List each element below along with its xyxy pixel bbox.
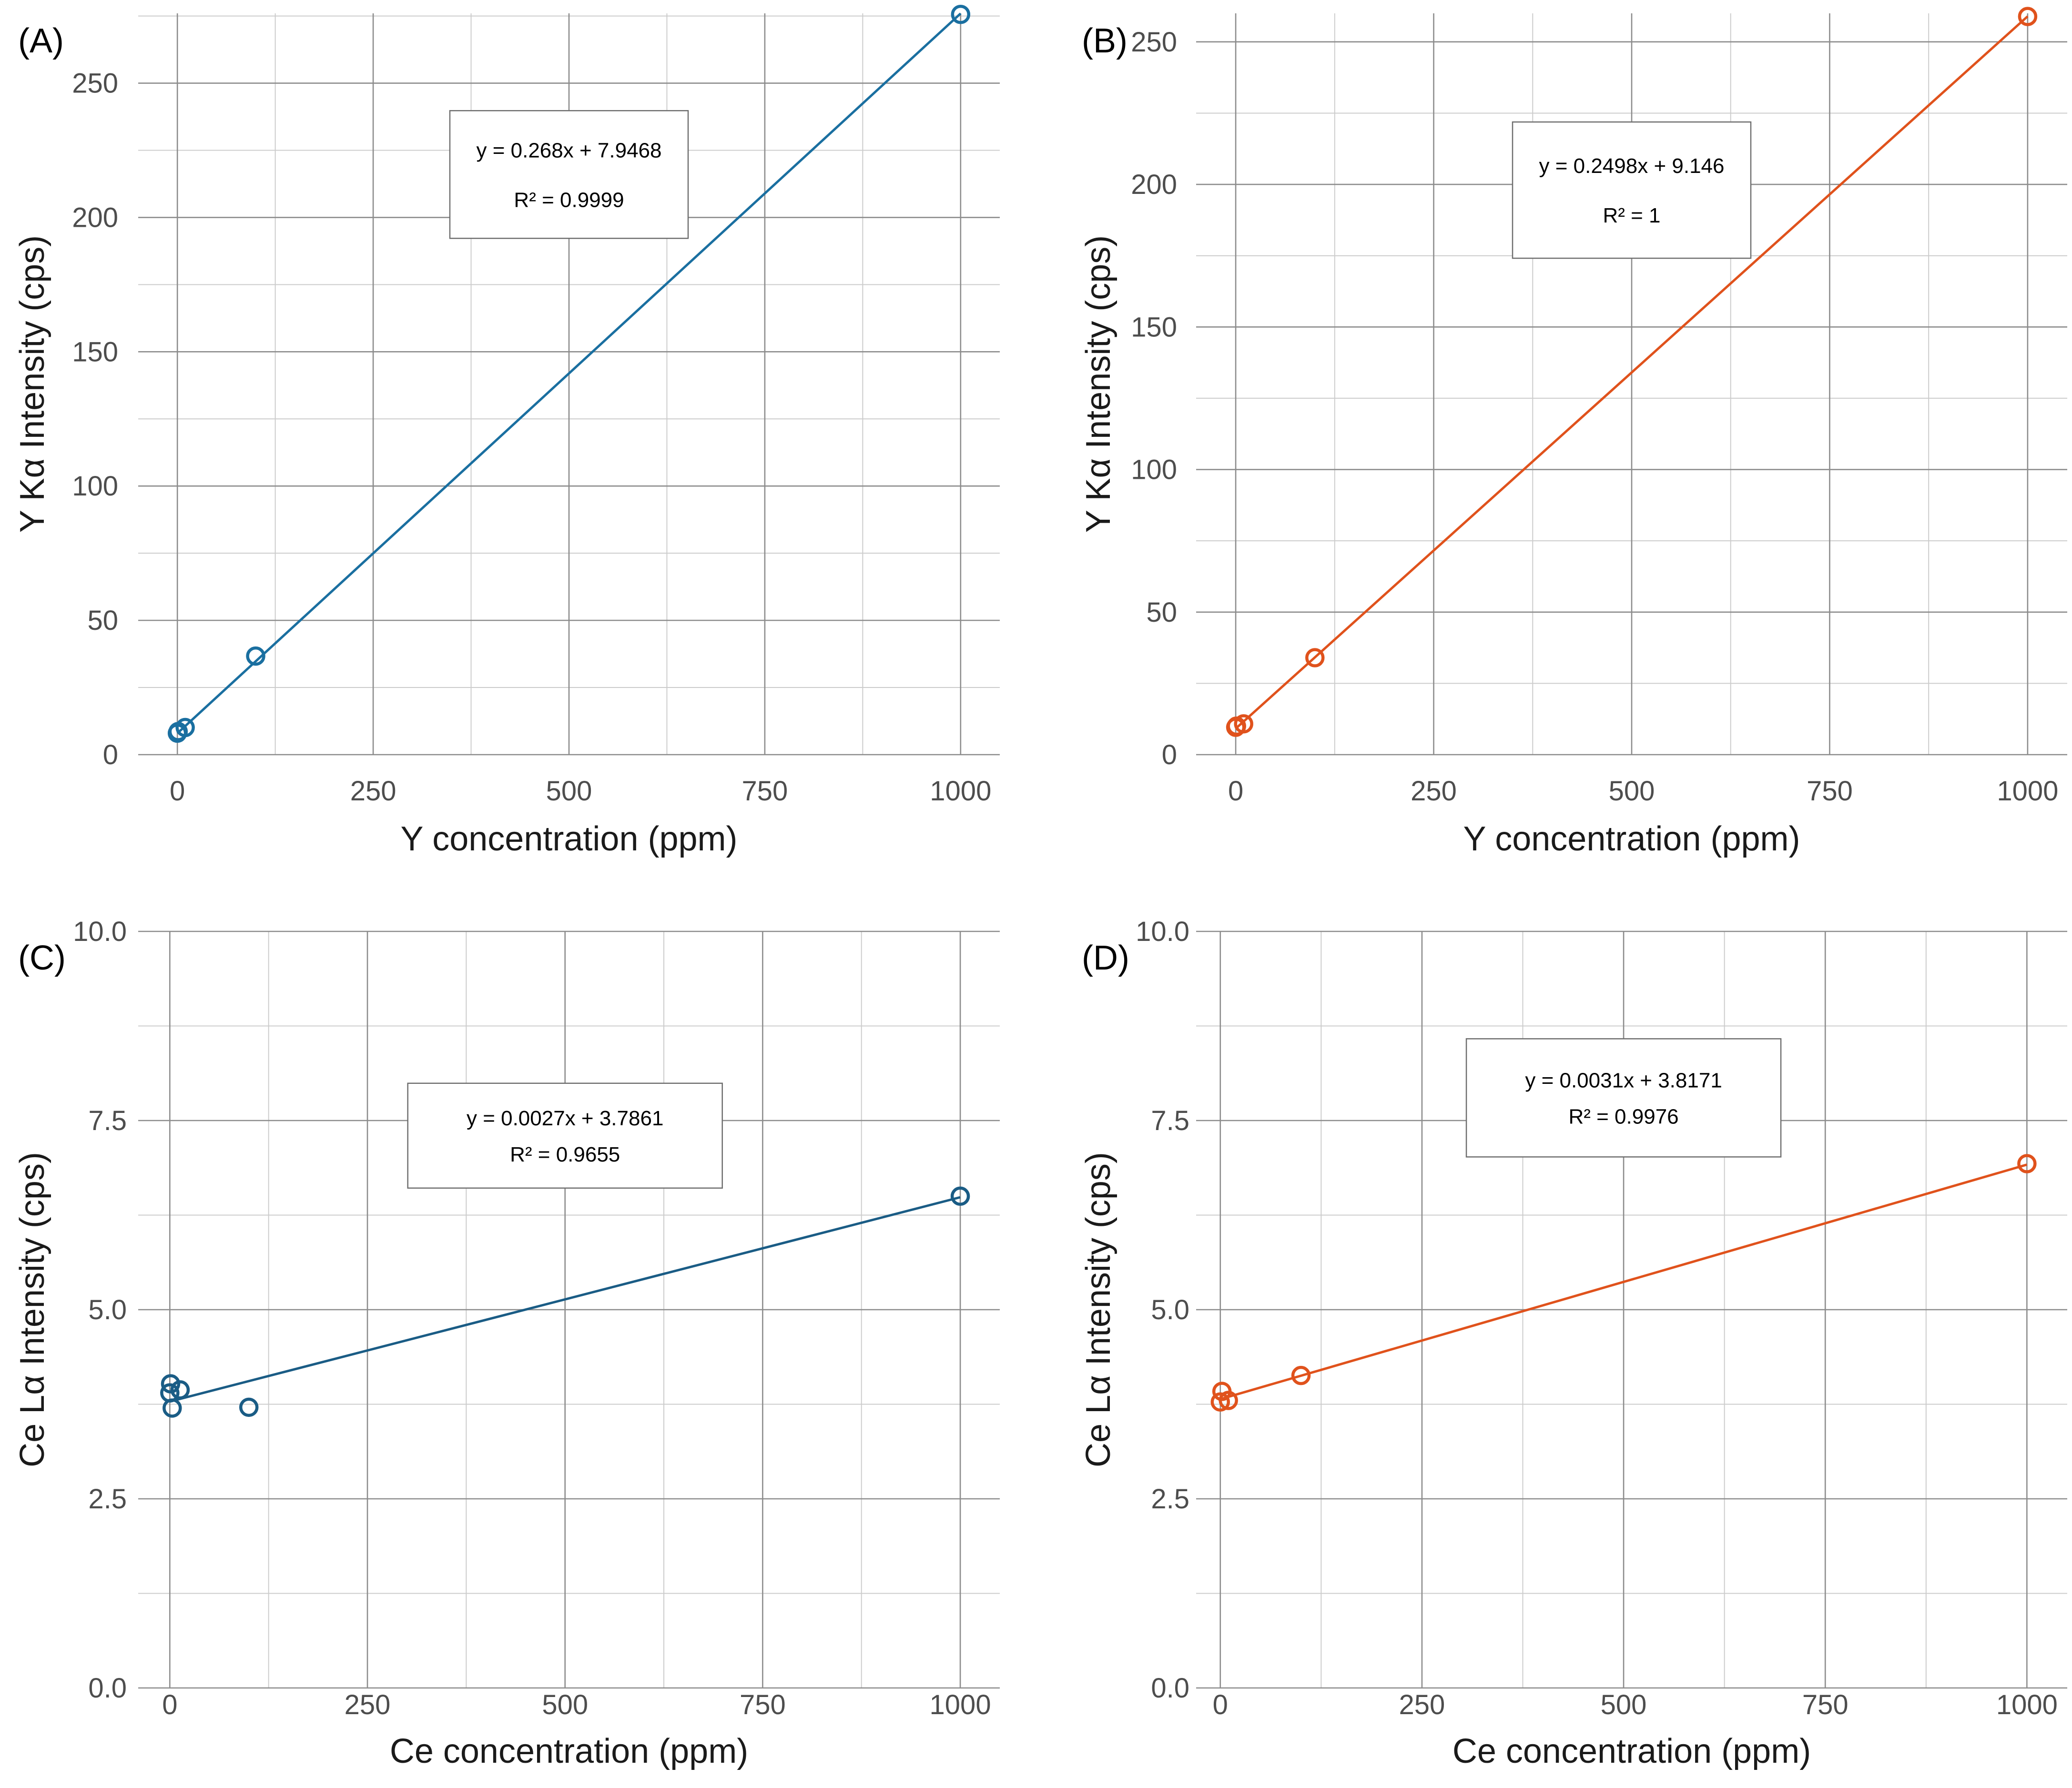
panel-c-data-point <box>950 1186 970 1206</box>
panel-c-data-point <box>161 1374 181 1394</box>
panel-c-x-tick-label: 0 <box>162 1689 177 1720</box>
panel-b-x-tick-label: 1000 <box>1997 776 2058 807</box>
panel-d-equation-text: y = 0.0031x + 3.8171 <box>1525 1069 1722 1092</box>
panel-a-y-tick-label: 150 <box>72 336 118 367</box>
panel-c-fit-line <box>169 1196 961 1403</box>
panel-a-label: (A) <box>18 22 64 60</box>
panel-a-annotation-box <box>449 110 689 239</box>
panel-b-y-tick-label: 200 <box>1131 169 1177 200</box>
panel-c-annotation-box <box>407 1082 723 1189</box>
panel-c-y-tick-label: 0.0 <box>88 1673 127 1704</box>
panel-d-y-tick-label: 5.0 <box>1151 1294 1189 1325</box>
panel-b-annotation-box <box>1512 121 1752 259</box>
panel-a-x-tick-label: 0 <box>170 776 185 807</box>
panel-c-y-axis-title: Ce Lα Intensity (cps) <box>13 1152 51 1467</box>
panel-d-r-squared-text: R² = 0.9976 <box>1568 1105 1678 1128</box>
panel-a-fit-line <box>176 12 962 735</box>
panel-d-y-tick-label: 10.0 <box>1136 916 1189 947</box>
panel-b-x-axis-title: Y concentration (ppm) <box>1463 820 1800 858</box>
panel-a-x-axis-title: Y concentration (ppm) <box>400 820 737 858</box>
panel-c-x-tick-label: 1000 <box>930 1689 991 1720</box>
panel-b-y-tick-label: 150 <box>1131 312 1177 343</box>
panel-a-y-tick-label: 0 <box>103 739 118 770</box>
panel-d-x-tick-label: 0 <box>1213 1689 1228 1720</box>
panel-c: 0 250 500 750 1000 0.0 2.5 5.0 7.5 10.0 Ce concent… <box>13 916 1000 1770</box>
panel-a-equation-text: y = 0.268x + 7.9468 <box>477 139 662 162</box>
panel-b-y-tick-label: 100 <box>1131 455 1177 485</box>
panel-d-y-tick-label: 7.5 <box>1151 1105 1189 1136</box>
panel-b-y-tick-label: 0 <box>1162 739 1177 770</box>
panel-b-data-point <box>1305 648 1325 667</box>
panel-d-data-point <box>1210 1392 1230 1412</box>
panel-d-fit-line <box>1220 1163 2028 1401</box>
panel-c-y-tick-label: 10.0 <box>73 916 127 947</box>
panel-c-x-axis-title: Ce concentration (ppm) <box>390 1732 748 1770</box>
panel-a-y-tick-label: 100 <box>72 471 118 502</box>
panel-a-y-tick-label: 200 <box>72 202 118 233</box>
panel-d-x-tick-label: 250 <box>1399 1689 1445 1720</box>
panel-b-data-point <box>2018 7 2038 26</box>
panel-c-r-squared-text: R² = 0.9655 <box>510 1143 620 1166</box>
panel-b-y-tick-label: 50 <box>1146 597 1177 628</box>
panel-d-x-tick-label: 1000 <box>1996 1689 2058 1720</box>
panel-b-data-point <box>1234 714 1253 734</box>
panel-a-y-tick-label: 250 <box>72 68 118 99</box>
panel-d: 0 250 500 750 1000 0.0 2.5 5.0 7.5 10.0 Ce concent… <box>1079 916 2067 1770</box>
panel-a-x-tick-label: 500 <box>546 776 592 807</box>
panel-d-data-point <box>1219 1391 1238 1410</box>
panel-c-equation-text: y = 0.0027x + 3.7861 <box>467 1107 663 1130</box>
panel-c-y-tick-label: 5.0 <box>88 1294 127 1325</box>
panel-c-label: (C) <box>18 939 66 977</box>
panel-c-x-tick-label: 750 <box>740 1689 786 1720</box>
panel-d-y-axis-title: Ce Lα Intensity (cps) <box>1079 1152 1117 1467</box>
panel-a-data-point <box>951 5 971 24</box>
panel-c-x-tick-label: 500 <box>542 1689 588 1720</box>
panel-a-data-point <box>175 717 195 737</box>
panel-d-y-tick-label: 0.0 <box>1151 1673 1189 1704</box>
panel-a-y-axis-title: Y Kα Intensity (cps) <box>13 235 51 533</box>
panel-d-annotation-box <box>1465 1038 1782 1158</box>
panel-d-x-tick-label: 750 <box>1802 1689 1849 1720</box>
panel-b-x-tick-label: 0 <box>1228 776 1243 807</box>
panel-b-y-axis-title: Y Kα Intensity (cps) <box>1079 235 1117 533</box>
panel-b-label: (B) <box>1082 22 1127 60</box>
panel-b-fit-line <box>1235 15 2029 730</box>
panel-d-y-tick-label: 2.5 <box>1151 1484 1189 1515</box>
panel-a-x-tick-label: 1000 <box>930 776 991 807</box>
panel-a-r-squared-text: R² = 0.9999 <box>514 188 624 212</box>
panel-c-y-tick-label: 2.5 <box>88 1484 127 1515</box>
panel-c-data-point <box>239 1397 259 1417</box>
panel-b-equation-text: y = 0.2498x + 9.146 <box>1539 154 1725 178</box>
panel-c-y-tick-label: 7.5 <box>88 1105 127 1136</box>
panel-b-y-tick-label: 250 <box>1131 27 1177 58</box>
panel-d-x-tick-label: 500 <box>1601 1689 1647 1720</box>
panel-d-x-axis-title: Ce concentration (ppm) <box>1452 1732 1811 1770</box>
panel-b-x-tick-label: 750 <box>1807 776 1853 807</box>
panel-a-data-point <box>246 646 265 666</box>
panel-b-x-tick-label: 250 <box>1411 776 1457 807</box>
panel-c-data-point <box>170 1380 190 1400</box>
panel-c-data-point <box>163 1398 182 1418</box>
panel-a-x-tick-label: 750 <box>742 776 788 807</box>
panel-a-x-tick-label: 250 <box>350 776 396 807</box>
panel-a-y-tick-label: 50 <box>87 605 118 636</box>
panel-c-x-tick-label: 250 <box>345 1689 391 1720</box>
panel-d-data-point <box>1291 1365 1311 1385</box>
panel-b-r-squared-text: R² = 1 <box>1603 204 1660 227</box>
panel-d-data-point <box>2017 1154 2037 1173</box>
panel-d-label: (D) <box>1082 939 1129 977</box>
panel-b-x-tick-label: 500 <box>1609 776 1655 807</box>
